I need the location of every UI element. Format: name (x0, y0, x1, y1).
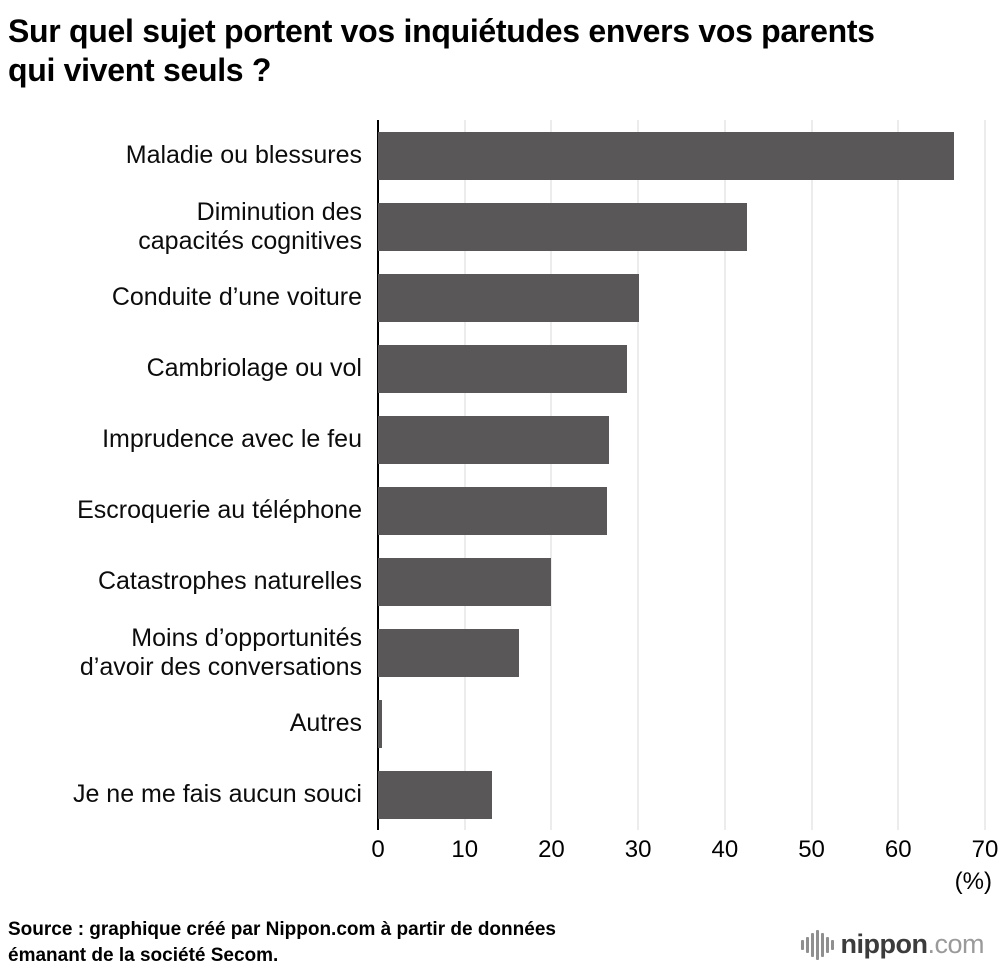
bar-track (378, 333, 985, 404)
category-label: Je ne me fais aucun souci (72, 780, 362, 809)
bar-track (378, 191, 985, 262)
bar-track (378, 617, 985, 688)
bar (378, 273, 639, 322)
axis-zero-line (377, 120, 379, 831)
bar-track (378, 688, 985, 759)
bar (378, 202, 748, 251)
chart-row: Diminution des capacités cognitives (0, 191, 1000, 262)
gridline (637, 120, 639, 831)
gridline (724, 120, 726, 831)
gridlines (377, 120, 986, 831)
bar (378, 486, 607, 535)
bar-track (378, 404, 985, 475)
gridline (811, 120, 813, 831)
x-tick-label: 70 (971, 836, 999, 864)
bar-chart: Maladie ou blessures Diminution des capac… (0, 120, 1000, 895)
category-label: Diminution des capacités cognitives (138, 197, 362, 255)
chart-row: Catastrophes naturelles (0, 546, 1000, 617)
gridline (550, 120, 552, 831)
bar (378, 557, 552, 606)
bar (378, 628, 520, 677)
bar-track (378, 120, 985, 191)
bar-track (378, 262, 985, 333)
gridline (464, 120, 466, 831)
source-line-1: Source : graphique créé par Nippon.com à… (8, 918, 556, 940)
chart-row: Maladie ou blessures (0, 120, 1000, 191)
source-note: Source : graphique créé par Nippon.com à… (8, 917, 556, 970)
soundwave-logo-icon (800, 929, 834, 960)
nippon-com-logo: nippon.com (800, 929, 985, 960)
bar-track (378, 759, 985, 830)
chart-row: Imprudence avec le feu (0, 404, 1000, 475)
x-axis-ticks: 0 10 20 30 40 50 60 70 (371, 830, 998, 866)
bar-track (378, 475, 985, 546)
chart-row: Cambriolage ou vol (0, 333, 1000, 404)
category-label: Imprudence avec le feu (102, 425, 362, 454)
x-tick-label: 10 (451, 836, 479, 864)
logo-text: nippon.com (840, 929, 985, 960)
chart-rows: Maladie ou blessures Diminution des capac… (0, 120, 1000, 830)
category-label: Conduite d’une voiture (111, 283, 362, 312)
chart-row: Escroquerie au téléphone (0, 475, 1000, 546)
bar (378, 770, 492, 819)
x-axis-unit-label: (%) (954, 868, 992, 896)
category-label: Autres (289, 709, 362, 738)
chart-row: Moins d’opportunités d’avoir des convers… (0, 617, 1000, 688)
category-label: Moins d’opportunités d’avoir des convers… (79, 623, 362, 681)
gridline (897, 120, 899, 831)
category-label: Escroquerie au téléphone (77, 496, 362, 525)
chart-row: Je ne me fais aucun souci (0, 759, 1000, 830)
source-line-2: émanant de la société Secom. (8, 945, 279, 967)
page-title: Sur quel sujet portent vos inquiétudes e… (8, 13, 875, 89)
bar (378, 415, 609, 464)
gridline (984, 120, 986, 831)
category-label: Cambriolage ou vol (146, 354, 362, 383)
plot-area: Maladie ou blessures Diminution des capac… (0, 120, 1000, 831)
chart-row: Conduite d’une voiture (0, 262, 1000, 333)
x-tick-label: 50 (798, 836, 825, 864)
x-tick-label: 0 (371, 836, 385, 864)
bar (378, 699, 383, 748)
logo-tld-text: .com (927, 929, 984, 959)
bar (378, 131, 954, 180)
x-tick-label: 30 (624, 836, 652, 864)
chart-row: Autres (0, 688, 1000, 759)
category-label: Maladie ou blessures (125, 141, 362, 170)
category-label: Catastrophes naturelles (97, 567, 362, 596)
x-tick-label: 40 (711, 836, 739, 864)
logo-brand-text: nippon (840, 929, 928, 959)
bar (378, 344, 627, 393)
x-tick-label: 60 (884, 836, 912, 864)
bar-track (378, 546, 985, 617)
x-tick-label: 20 (538, 836, 565, 864)
